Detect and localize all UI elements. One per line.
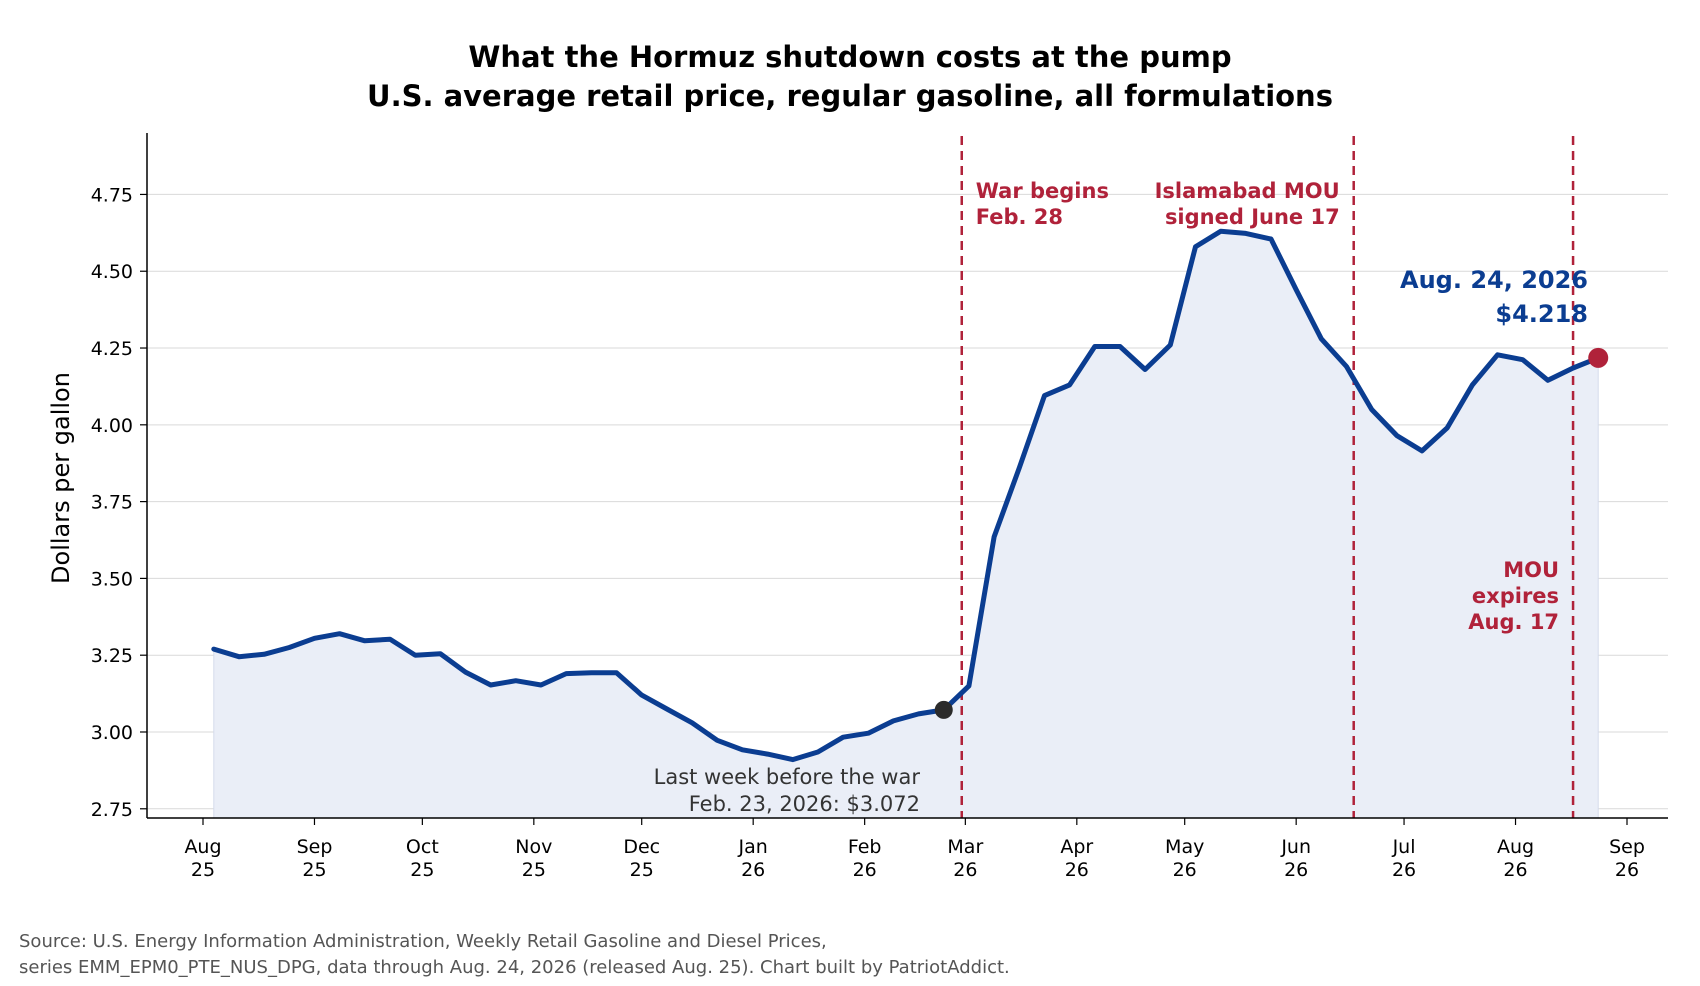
- x-tick-label-line: Sep: [297, 836, 333, 858]
- last-week-label-line: Last week before the war: [654, 765, 921, 789]
- event-label-mou-signed: Islamabad MOU signed June 17: [1155, 179, 1340, 229]
- annotations: War begins Feb. 28 Islamabad MOU signed Jun…: [654, 179, 1588, 816]
- x-tick-label: Jun 26: [1280, 836, 1311, 881]
- event-label-mou-expires-line: expires: [1472, 584, 1559, 608]
- x-tick-label: Feb 26: [848, 836, 882, 881]
- x-tick-label: Nov 25: [515, 836, 552, 881]
- event-label-mou-expires: MOU expires Aug. 17: [1468, 558, 1559, 634]
- y-tick-label: 4.75: [91, 184, 133, 206]
- x-tick-label-line: Jan: [738, 836, 768, 858]
- x-tick-label-line: 25: [302, 859, 326, 881]
- event-label-war-begins-line: Feb. 28: [976, 205, 1063, 229]
- axes: [146, 133, 1668, 819]
- x-tick-label-line: 26: [1173, 859, 1197, 881]
- x-tick-label-line: 25: [191, 859, 215, 881]
- y-tick-label: 3.50: [91, 568, 133, 590]
- event-label-mou-expires-line: Aug. 17: [1468, 610, 1559, 634]
- last-week-label: Last week before the war Feb. 23, 2026: $…: [654, 765, 921, 816]
- last-week-label-line: Feb. 23, 2026: $3.072: [689, 792, 920, 816]
- y-tick-label: 3.00: [91, 722, 133, 744]
- x-tick-label-line: 25: [522, 859, 546, 881]
- x-tick-label: Jul 26: [1392, 836, 1417, 881]
- x-tick-label: Oct 25: [406, 836, 439, 881]
- x-tick-label: Jan 26: [738, 836, 768, 881]
- chart-title: What the Hormuz shutdown costs at the pu…: [468, 40, 1231, 74]
- x-tick-label-line: Aug: [1497, 836, 1534, 858]
- x-tick-label-line: 26: [953, 859, 977, 881]
- markers: [934, 347, 1609, 719]
- event-label-mou-expires-line: MOU: [1503, 558, 1559, 582]
- x-tick-label: Aug 25: [184, 836, 221, 881]
- x-tick-label-line: Jun: [1280, 836, 1311, 858]
- x-tick-label-line: Oct: [406, 836, 439, 858]
- y-tick-label: 2.75: [91, 799, 133, 821]
- x-tick-label-line: Jul: [1392, 836, 1416, 858]
- source-line-1: Source: U.S. Energy Information Administ…: [19, 931, 827, 952]
- x-tick-label: Sep 26: [1609, 836, 1645, 881]
- series-line: [211, 228, 1601, 763]
- x-tick-label-line: 26: [1503, 859, 1527, 881]
- series-area: [213, 230, 1599, 819]
- x-tick-label: Apr 26: [1060, 836, 1093, 881]
- x-tick-label-line: Sep: [1609, 836, 1645, 858]
- x-tick-label: Aug 26: [1497, 836, 1534, 881]
- source-line-2: series EMM_EPM0_PTE_NUS_DPG, data throug…: [19, 957, 1010, 978]
- x-tick-label-line: 25: [410, 859, 434, 881]
- latest-price-label-line: $4.218: [1495, 300, 1588, 328]
- x-tick-label-line: 26: [1284, 859, 1308, 881]
- area-fill: [213, 230, 1599, 819]
- source-note: Source: U.S. Energy Information Administ…: [19, 929, 1010, 981]
- x-tick-label-line: Feb: [848, 836, 882, 858]
- x-tick-label-line: 26: [1392, 859, 1416, 881]
- x-tick-label-line: 26: [1065, 859, 1089, 881]
- event-lines: [960, 136, 1575, 818]
- x-tick-label-line: 25: [630, 859, 654, 881]
- y-tick-label: 4.50: [91, 261, 133, 283]
- latest-price-label-line: Aug. 24, 2026: [1400, 266, 1588, 294]
- price-line: [211, 228, 1601, 763]
- y-tick-label: 3.75: [91, 492, 133, 514]
- y-tick-label: 4.25: [91, 338, 133, 360]
- x-tick-label: Mar 26: [947, 836, 983, 881]
- x-tick-label: Sep 25: [297, 836, 333, 881]
- y-tick-label: 4.00: [91, 415, 133, 437]
- x-tick-label: May 26: [1165, 836, 1204, 881]
- latest-price-label: Aug. 24, 2026 $4.218: [1400, 266, 1588, 328]
- event-label-mou-signed-line: Islamabad MOU: [1155, 179, 1340, 203]
- latest-price-marker: [1588, 347, 1609, 368]
- event-label-war-begins-line: War begins: [976, 179, 1109, 203]
- x-tick-label-line: Aug: [184, 836, 221, 858]
- x-tick-label-line: Nov: [515, 836, 552, 858]
- x-tick-label-line: Dec: [623, 836, 660, 858]
- last-week-marker: [934, 700, 953, 719]
- x-tick-label-line: 26: [741, 859, 765, 881]
- y-axis-ticks: 2.75 3.00 3.25 3.50 3.75 4.00 4.25 4.50 4.75: [91, 184, 147, 821]
- x-tick-label-line: Apr: [1060, 836, 1093, 858]
- y-axis-label: Dollars per gallon: [47, 372, 75, 584]
- x-tick-label-line: Mar: [947, 836, 983, 858]
- event-label-war-begins: War begins Feb. 28: [976, 179, 1109, 229]
- x-tick-label: Dec 25: [623, 836, 660, 881]
- x-tick-label-line: 26: [1615, 859, 1639, 881]
- chart-subtitle: U.S. average retail price, regular gasol…: [367, 79, 1333, 113]
- y-tick-label: 3.25: [91, 645, 133, 667]
- x-tick-label-line: May: [1165, 836, 1204, 858]
- x-tick-label-line: 26: [853, 859, 877, 881]
- event-label-mou-signed-line: signed June 17: [1165, 205, 1340, 229]
